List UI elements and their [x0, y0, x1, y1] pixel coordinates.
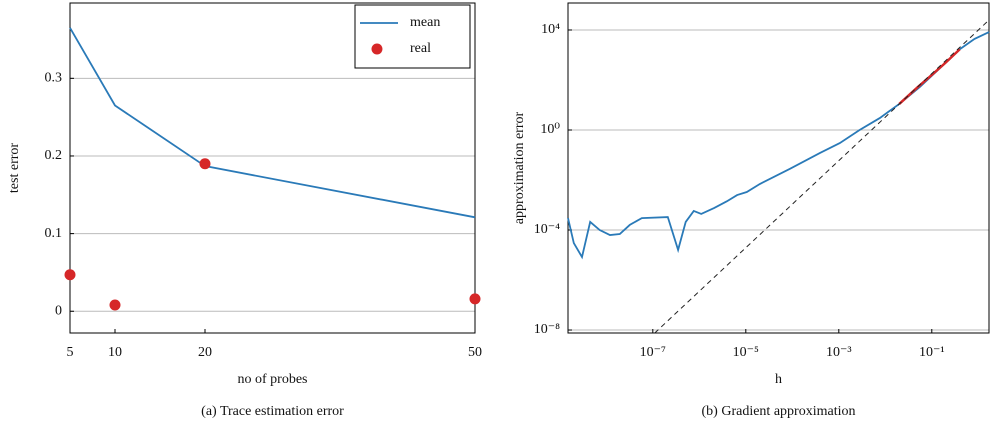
caption: (a) Trace estimation error [201, 404, 344, 419]
x-tick-label: 10⁻³ [826, 345, 852, 360]
x-tick-label: 50 [468, 345, 482, 360]
series-line [898, 48, 961, 105]
legend-label: real [410, 41, 431, 56]
y-tick-label: 0.3 [45, 71, 63, 86]
y-tick-label: 0.1 [45, 226, 63, 241]
y-tick-label: 10⁻⁸ [534, 322, 560, 337]
x-axis-label: h [775, 372, 782, 387]
y-tick-label: 0 [55, 303, 62, 318]
x-tick-label: 10⁻¹ [919, 345, 945, 360]
plot-frame [69, 2, 476, 334]
x-tick-label: 10⁻⁷ [640, 345, 666, 360]
legend-marker [371, 43, 383, 55]
legend-box [354, 4, 471, 69]
y-tick-label: 0.2 [45, 148, 63, 163]
y-axis-label: test error [7, 143, 22, 193]
y-axis-label: approximation error [512, 111, 527, 224]
x-tick-label: 10 [108, 345, 122, 360]
x-tick-label: 10⁻⁵ [733, 345, 759, 360]
y-tick-label: 10⁴ [541, 22, 560, 37]
legend-label: mean [410, 15, 440, 30]
series-line [69, 27, 476, 219]
marker [64, 269, 76, 281]
series-line [654, 19, 990, 334]
marker [199, 158, 211, 170]
x-tick-label: 5 [67, 345, 74, 360]
series-line [567, 31, 990, 260]
x-tick-label: 20 [198, 345, 212, 360]
marker [109, 299, 121, 311]
y-tick-label: 10⁻⁴ [534, 222, 560, 237]
caption: (b) Gradient approximation [702, 404, 856, 419]
x-axis-label: no of probes [238, 372, 308, 387]
marker [469, 293, 481, 305]
plot-frame [567, 2, 990, 334]
y-tick-label: 10⁰ [540, 122, 560, 137]
